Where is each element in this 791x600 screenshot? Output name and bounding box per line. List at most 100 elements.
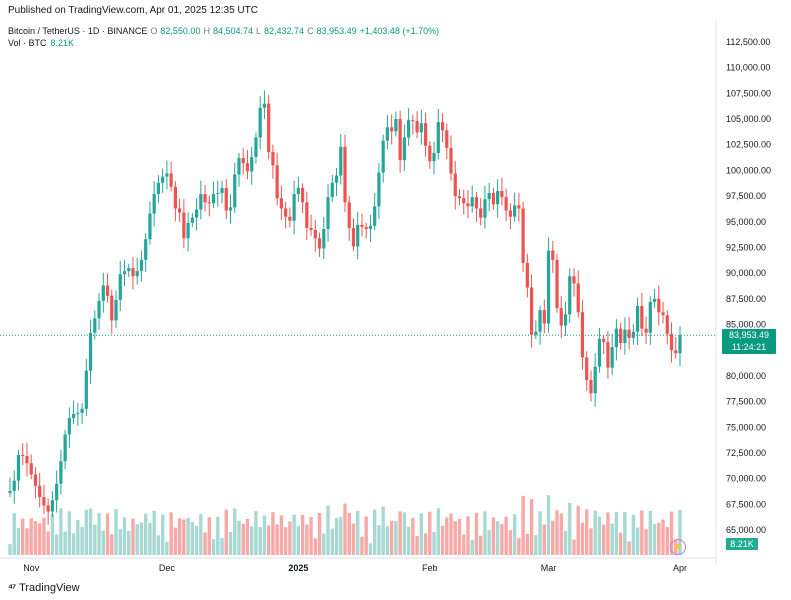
y-tick-label: 105,000.00 [726,114,771,124]
candle-body [487,193,491,200]
candle-body [504,197,508,211]
candle-body [71,413,76,419]
volume-bar [173,527,178,555]
candle-body [334,175,339,183]
candle-body [559,308,563,326]
tv-logo-icon: ⁴⁷ [8,582,16,594]
change-value: +1,403.48 (+1.70%) [359,26,440,36]
candle-body [602,338,606,342]
volume-bar [122,517,127,555]
volume-bar [148,522,152,555]
candle-body [606,341,610,368]
volume-bar [97,512,101,555]
candle-body [271,151,275,166]
candle-body [513,205,517,217]
candle-body [665,315,669,334]
candle-body [496,190,500,205]
volume-bar [449,513,453,555]
volume-legend: Vol · BTC 8.21K [8,38,74,48]
candle-body [279,198,284,209]
y-tick-label: 92,500.00 [726,242,766,252]
volume-bar [593,510,597,555]
candle-body [105,285,110,296]
y-tick-label: 75,000.00 [726,422,766,432]
candle-body [250,157,254,172]
volume-bar [211,539,216,555]
volume-bar [462,534,466,555]
volume-bar [54,534,59,555]
candle-body [466,203,470,207]
volume-bar [631,514,636,555]
candle-body [169,173,173,187]
candle-body [398,119,402,161]
volume-bar [220,538,224,555]
volume-bar [555,510,559,555]
volume-bar [152,510,156,555]
candle-body [449,147,453,174]
volume-bar [411,517,415,555]
candle-body [462,198,466,204]
volume-bar [508,530,513,555]
candle-body [351,227,356,247]
candle-body [568,276,572,315]
candle-body [194,209,199,218]
candle-body [406,120,411,138]
candle-body [156,182,161,195]
volume-value: 8.21K [50,38,75,48]
candle-body [161,176,165,183]
volume-bar [504,516,508,555]
volume-bar [42,517,46,555]
volume-bar [669,511,674,555]
candle-body [88,332,93,371]
volume-bar [470,539,474,555]
y-tick-label: 67,500.00 [726,499,766,509]
candle-body [339,146,343,176]
candle-body [173,186,177,209]
volume-bar [118,528,122,555]
volume-bar [101,530,105,555]
candle-body [674,350,678,354]
volume-bar [29,518,33,555]
volume-bar [453,521,457,555]
volume-label: Vol · BTC [8,38,47,48]
candle-body [211,194,216,204]
candle-body [25,456,29,464]
bar-countdown: 11:24:21 [731,342,767,352]
candle-body [474,197,479,209]
volume-bar [33,521,38,555]
volume-bar [262,515,267,555]
volume-bar [216,516,220,555]
volume-bar [127,530,131,555]
volume-bar [585,509,589,555]
volume-bar [135,524,139,555]
candle-body [669,333,674,351]
x-tick-label: Nov [23,563,40,573]
candle-body [525,262,529,288]
candle-body [97,300,101,319]
volume-bar [563,530,568,555]
candle-body [373,206,377,226]
volume-bar [283,527,288,555]
candle-body [483,199,487,218]
candle-body [245,163,250,172]
candle-body [440,122,445,131]
volume-bar [394,520,398,555]
last-price-tag: 83,953.49 11:24:21 [722,329,776,354]
candle-body [21,455,25,457]
lightning-icon[interactable]: ⚡ [670,539,686,555]
candle-body [635,306,640,332]
y-tick-label: 80,000.00 [726,371,766,381]
volume-bar [661,519,665,555]
candle-body [661,312,665,316]
volume-bar [63,531,67,555]
candle-body [580,312,585,358]
volume-bar [623,511,627,555]
candle-body [415,121,419,133]
candle-body [563,314,568,326]
candle-body [572,276,576,284]
volume-bar [568,502,572,555]
candle-body [585,357,589,381]
volume-bar [601,524,606,555]
volume-bar [266,525,271,555]
